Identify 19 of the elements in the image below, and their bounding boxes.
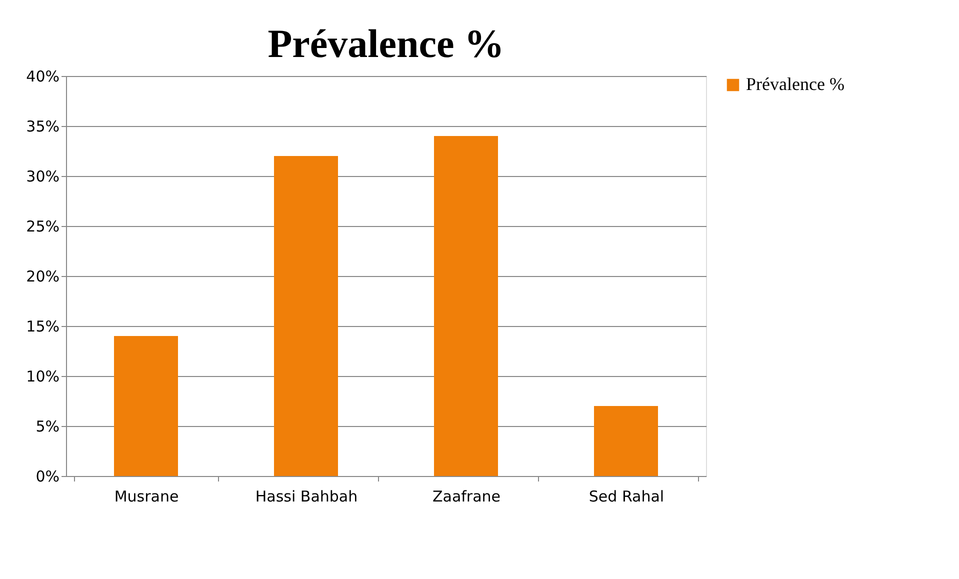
y-tick-label: 20%: [26, 268, 60, 286]
y-tick-label: 30%: [26, 168, 60, 186]
y-tick-label: 10%: [26, 368, 60, 386]
bar: [434, 136, 498, 476]
legend-label: Prévalence %: [746, 74, 844, 94]
bar: [114, 336, 178, 476]
y-tick-label: 40%: [26, 68, 60, 86]
chart-title: Prévalence %: [268, 21, 504, 66]
x-tick-label: Sed Rahal: [588, 488, 664, 506]
y-tick-label: 15%: [26, 318, 60, 336]
x-tick-label: Hassi Bahbah: [255, 488, 358, 506]
y-tick-label: 5%: [36, 418, 60, 436]
bar: [594, 406, 658, 476]
x-tick-label: Zaafrane: [432, 488, 501, 506]
bar: [274, 156, 338, 476]
x-tick-label: Musrane: [114, 488, 179, 506]
y-tick-label: 35%: [26, 118, 60, 136]
y-tick-label: 0%: [36, 468, 60, 486]
y-tick-label: 25%: [26, 218, 60, 236]
